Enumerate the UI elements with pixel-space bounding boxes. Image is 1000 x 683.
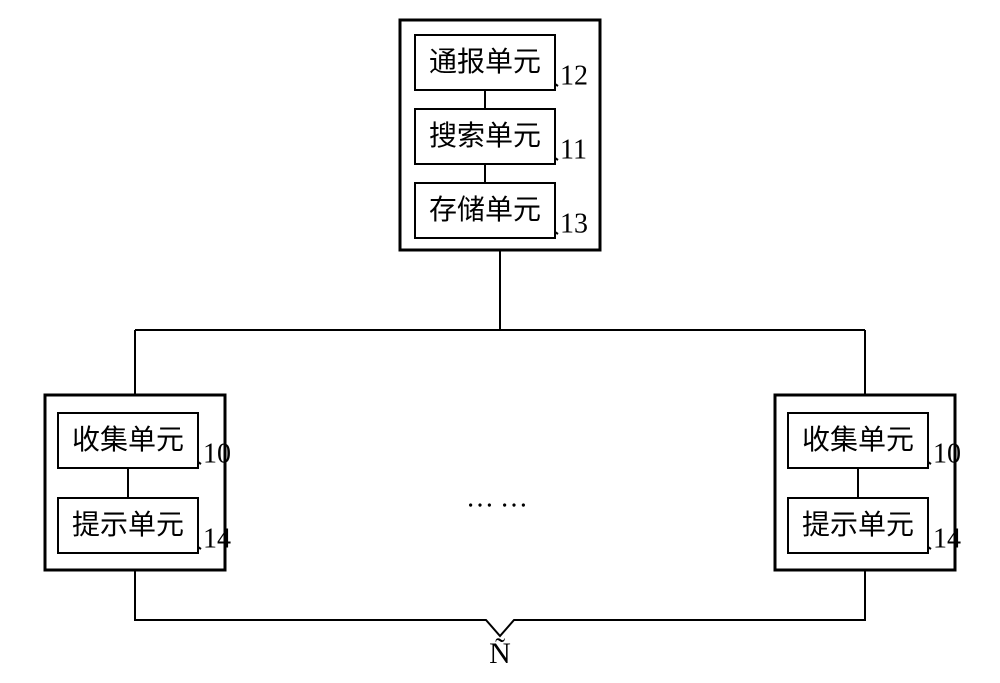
block-diagram: 通报单元 12 搜索单元 11 存储单元 13 收集单元 10 提示单元 14 收集单元 10 提示单元…	[0, 0, 1000, 683]
unit-storage-number: 13	[560, 208, 588, 239]
unit-left-prompt-number: 14	[203, 523, 231, 554]
unit-report-number: 12	[560, 60, 588, 91]
unit-right-collect-number: 10	[933, 438, 961, 469]
unit-search-number: 11	[560, 134, 587, 165]
unit-report-label: 通报单元	[429, 46, 541, 78]
unit-left-collect-label: 收集单元	[72, 424, 184, 456]
unit-right-prompt-label: 提示单元	[802, 509, 914, 541]
canvas-bg	[0, 0, 1000, 683]
unit-left-prompt-label: 提示单元	[72, 509, 184, 541]
unit-storage-label: 存储单元	[429, 194, 541, 226]
unit-right-prompt-number: 14	[933, 523, 961, 554]
unit-left-collect-number: 10	[203, 438, 231, 469]
unit-right-collect-label: 收集单元	[802, 424, 914, 456]
ellipsis-label: ……	[466, 482, 534, 513]
n-count-label: Ñ	[489, 637, 511, 670]
unit-search-label: 搜索单元	[429, 120, 541, 152]
